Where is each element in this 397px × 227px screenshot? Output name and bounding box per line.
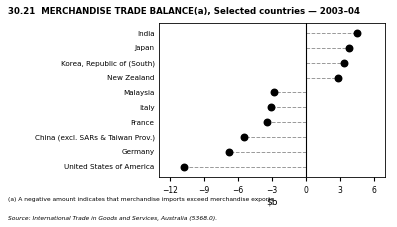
Point [341, 61, 347, 65]
Text: 30.21  MERCHANDISE TRADE BALANCE(a), Selected countries — 2003–04: 30.21 MERCHANDISE TRADE BALANCE(a), Sele… [8, 7, 360, 16]
Point [334, 76, 341, 79]
Point [346, 46, 352, 50]
Text: (a) A negative amount indicates that merchandise imports exceed merchandise expo: (a) A negative amount indicates that mer… [8, 197, 276, 202]
X-axis label: $b: $b [266, 198, 278, 207]
Point [241, 135, 247, 139]
Point [264, 120, 271, 124]
Point [354, 31, 360, 35]
Point [226, 150, 232, 154]
Text: Source: International Trade in Goods and Services, Australia (5368.0).: Source: International Trade in Goods and… [8, 216, 217, 221]
Point [181, 165, 187, 168]
Point [268, 106, 274, 109]
Point [271, 91, 278, 94]
